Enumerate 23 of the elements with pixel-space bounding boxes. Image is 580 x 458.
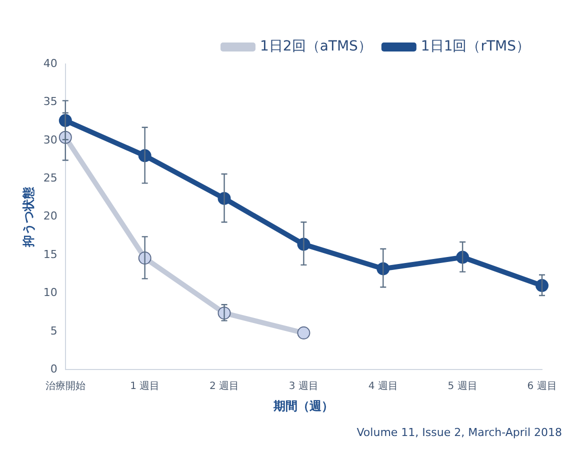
y-tick-label: 35 — [43, 95, 58, 108]
x-tick-label: 4 週目 — [368, 381, 398, 392]
y-axis-title: 抑うつ状態 — [21, 186, 36, 248]
x-axis-title: 期間（週） — [272, 398, 334, 413]
x-tick-label: 2 週目 — [209, 381, 240, 392]
legend-label: 1日2回（aTMS） — [260, 38, 372, 55]
text: Volume 11, Issue 2, March-April 2018 — [356, 426, 563, 439]
point — [297, 326, 310, 340]
point — [58, 114, 72, 128]
y-tick-label: 0 — [50, 362, 58, 376]
legend-label: 1日1回（rTMS） — [420, 38, 530, 55]
x-tick-label: 1 週目 — [130, 381, 160, 392]
y-tick-label: 30 — [43, 133, 58, 146]
x-tick-label: 5 週目 — [448, 381, 478, 392]
x-tick-label: 治療開始 — [45, 380, 86, 392]
y-tick-label: 25 — [43, 171, 58, 184]
y-tick-label: 15 — [43, 248, 58, 261]
y-tick-label: 20 — [43, 210, 58, 223]
x-tick-label: 6 週目 — [527, 381, 557, 392]
x-tick-label: 3 週目 — [288, 381, 318, 392]
y-tick-label: 5 — [50, 324, 58, 338]
y-tick-label: 40 — [43, 56, 58, 70]
y-tick-label: 10 — [43, 286, 58, 300]
